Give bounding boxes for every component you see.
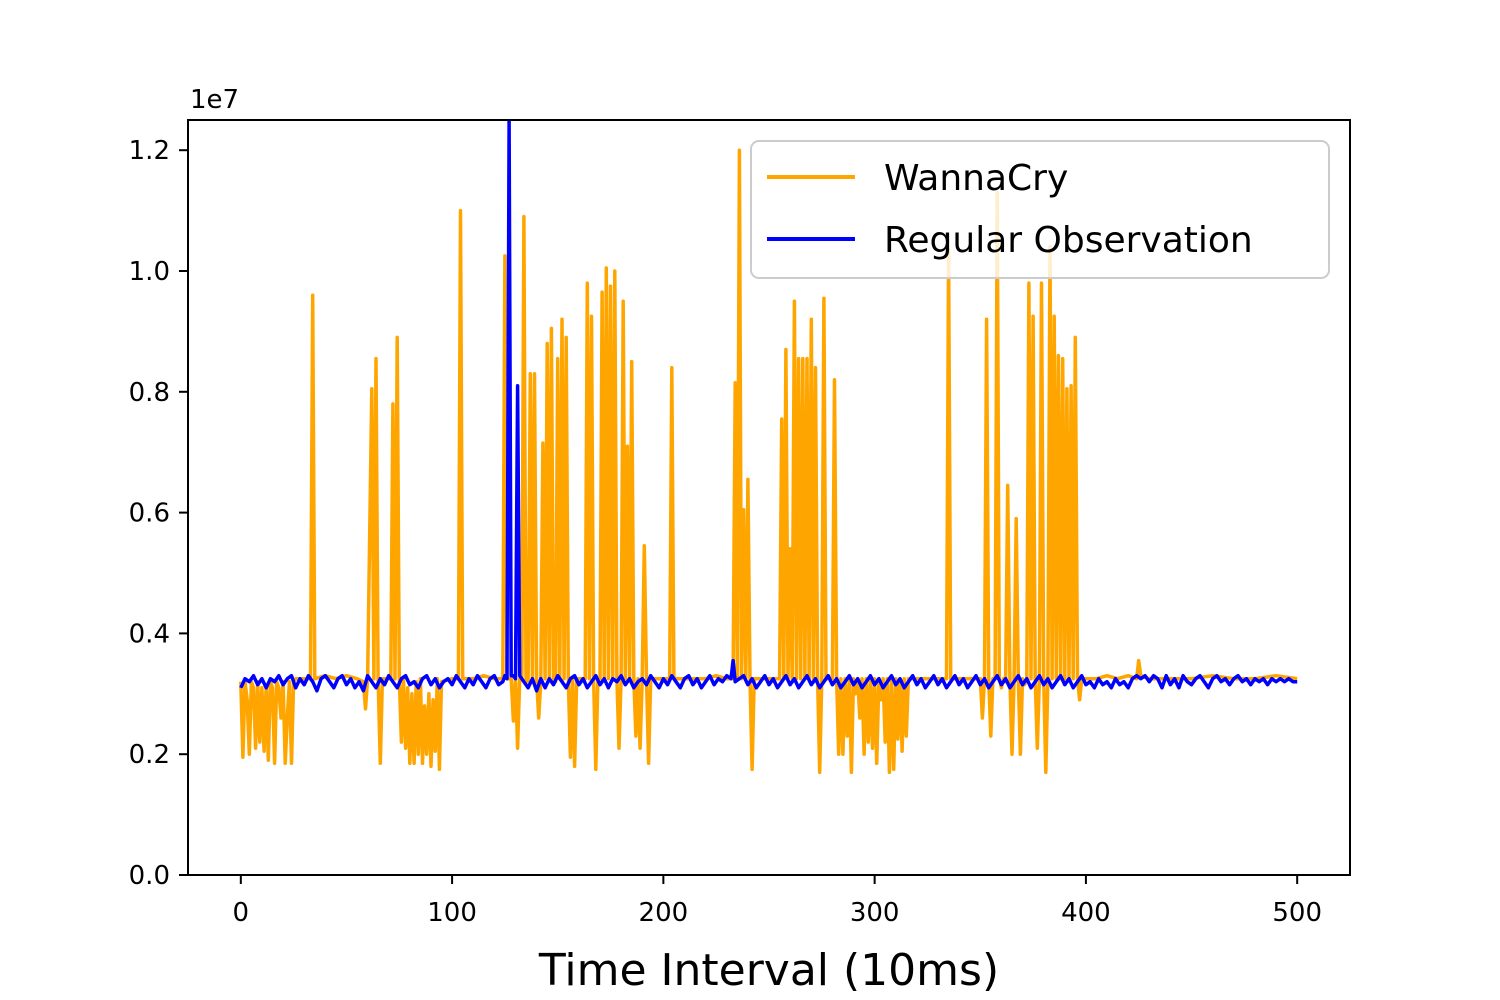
y-tick-label: 0.0 <box>129 861 170 891</box>
x-axis: 0 100 200 300 400 500 <box>233 875 1322 928</box>
series-line-regular-observation <box>239 120 1298 693</box>
plot-frame <box>187 119 1351 876</box>
x-tick-label: 100 <box>427 898 477 928</box>
legend-label-regular-observation: Regular Observation <box>884 220 1253 261</box>
x-axis-title: Time Interval (10ms) <box>538 945 999 996</box>
x-tick-label: 400 <box>1061 898 1111 928</box>
legend-label-wannacry: WannaCry <box>884 158 1068 199</box>
y-tick-label: 1.2 <box>129 136 170 166</box>
x-tick-label: 500 <box>1272 898 1322 928</box>
x-tick-label: 0 <box>233 898 250 928</box>
y-tick-label: 0.2 <box>129 740 170 770</box>
x-tick-label: 200 <box>639 898 689 928</box>
y-tick-label: 0.6 <box>129 499 170 529</box>
x-tick-label: 300 <box>850 898 900 928</box>
series-layer <box>239 120 1298 775</box>
y-tick-label: 0.4 <box>129 619 170 649</box>
series-line-wannacry <box>239 148 1298 775</box>
y-tick-label: 0.8 <box>129 378 170 408</box>
y-axis: 0.0 0.2 0.4 0.6 0.8 1.0 1.2 <box>129 136 188 891</box>
legend: WannaCry Regular Observation <box>750 140 1330 279</box>
legend-box <box>750 140 1330 279</box>
y-offset-label: 1e7 <box>190 85 239 115</box>
y-tick-label: 1.0 <box>129 257 170 287</box>
